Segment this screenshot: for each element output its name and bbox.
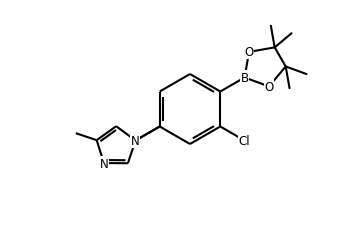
Text: O: O [244, 46, 254, 59]
Text: N: N [131, 134, 140, 147]
Text: N: N [100, 157, 108, 170]
Text: B: B [240, 72, 248, 85]
Text: O: O [264, 81, 274, 94]
Text: N: N [131, 134, 140, 147]
Text: Cl: Cl [239, 134, 250, 147]
